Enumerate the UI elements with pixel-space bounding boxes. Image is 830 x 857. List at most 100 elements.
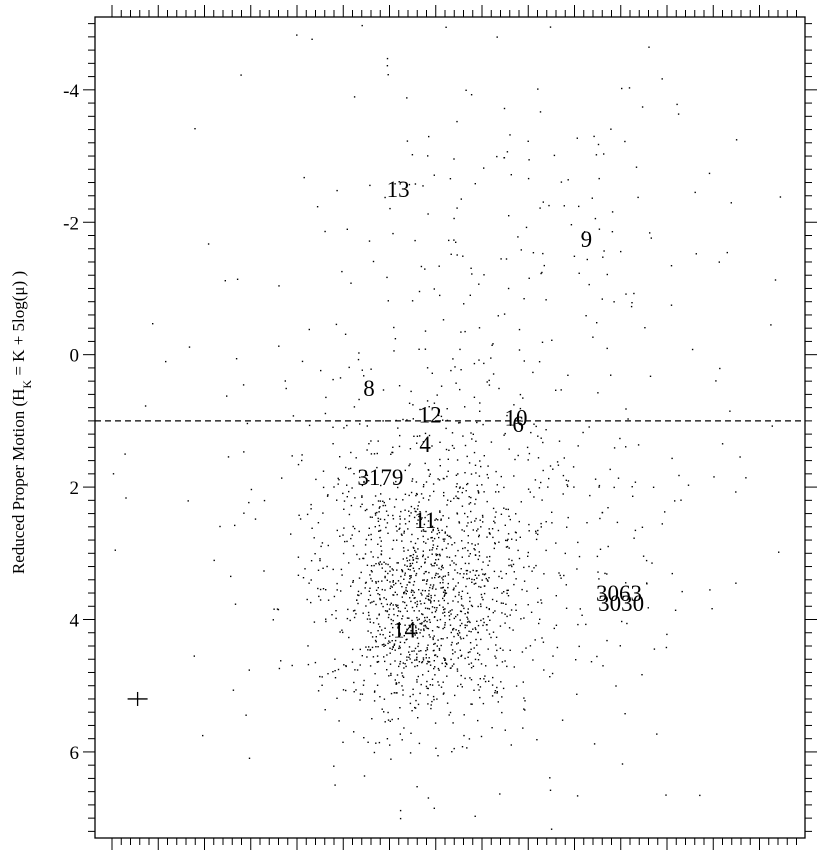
data-point [406,656,408,658]
data-point [444,622,446,624]
data-point [413,507,416,510]
data-point [433,490,435,493]
data-point [474,658,477,661]
data-point [434,594,436,597]
data-point [374,690,376,692]
data-point [377,623,380,625]
data-point [625,582,627,584]
data-point [403,532,405,534]
data-point [413,591,415,594]
data-point [424,330,427,332]
data-point [428,589,430,592]
data-point [355,689,357,691]
data-point [468,462,471,464]
data-point [467,522,469,524]
data-point [375,646,377,648]
data-point [523,580,526,582]
data-point [424,516,426,519]
data-point [409,695,411,698]
data-point [469,677,471,679]
data-point [402,689,404,691]
data-point [408,183,411,186]
data-point [534,639,536,641]
data-point [213,559,215,562]
data-point [515,578,517,580]
data-point [452,578,454,580]
data-point [774,279,777,281]
data-point [470,662,473,664]
data-point [353,406,356,408]
data-point [486,629,488,631]
data-point [410,732,412,734]
data-point [395,582,397,585]
data-point [519,393,522,396]
data-point [416,653,418,655]
data-point [469,294,471,296]
data-point [390,672,392,675]
data-point [626,622,628,625]
data-point [418,501,420,503]
data-point [430,704,432,706]
data-point [308,328,310,331]
plot-frame [94,16,806,839]
data-point [381,567,383,569]
data-point [194,128,196,130]
data-point [390,585,392,587]
data-point [603,153,605,155]
data-point [277,608,280,611]
data-point [452,600,454,602]
data-point [532,371,534,374]
data-point [475,517,477,520]
data-point [342,492,344,495]
data-point [500,602,503,604]
data-point [729,410,731,412]
data-point [473,396,476,398]
data-point [609,468,611,471]
data-point [285,387,287,390]
data-point [370,453,373,455]
data-point [437,478,439,480]
data-point [412,590,414,592]
data-point [396,615,399,617]
data-point [438,684,440,686]
data-point [446,556,448,558]
data-point [389,570,391,572]
data-point [452,589,455,591]
data-point [470,679,473,681]
data-point [413,516,416,519]
data-point [356,553,358,556]
data-point [448,618,451,621]
data-point [263,499,266,502]
data-point [585,315,587,317]
data-point [456,614,459,616]
data-point [327,544,329,547]
data-point [379,500,382,502]
data-point [346,540,348,543]
data-point [487,648,489,650]
data-point [395,605,398,607]
data-point [366,656,368,658]
data-point [327,494,329,496]
data-point [432,544,435,546]
data-point [499,625,502,627]
data-point [448,535,450,538]
data-point [442,538,444,540]
data-point [418,568,420,570]
data-point [454,694,456,697]
data-point [454,555,457,557]
data-point [466,621,469,623]
data-point [421,622,423,624]
data-point [538,361,541,363]
data-point [417,548,419,550]
data-point [382,500,384,502]
data-point [404,624,406,626]
data-point [577,541,579,544]
data-point [407,568,410,570]
data-point [611,231,614,233]
data-point [551,672,554,675]
data-point [363,737,365,739]
data-point [453,617,455,620]
data-point [473,451,476,454]
data-point [474,520,476,522]
data-point [509,424,512,426]
